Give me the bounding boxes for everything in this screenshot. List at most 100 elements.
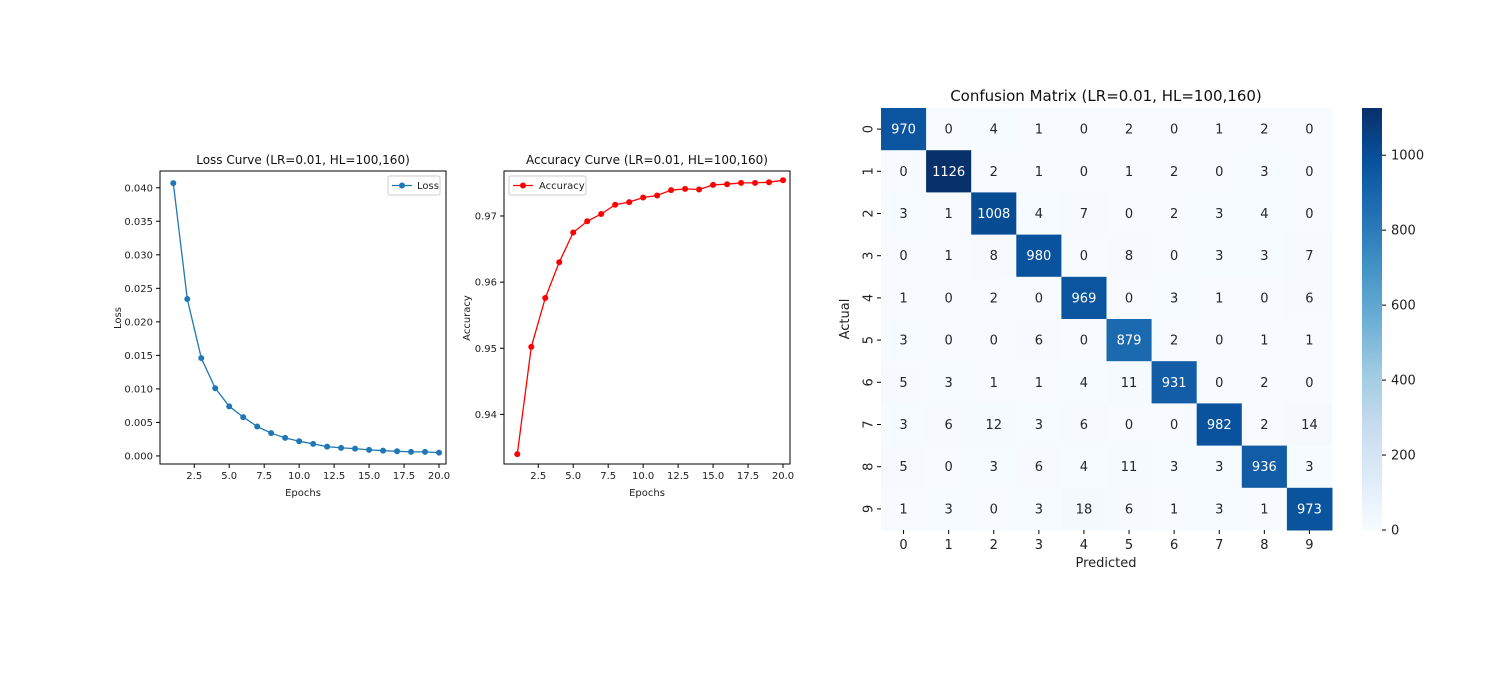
matrix-cell [1016, 319, 1062, 362]
matrix-cell-value: 0 [1305, 376, 1313, 391]
accuracy-data-point [626, 199, 633, 206]
matrix-cell-value: 6 [1305, 291, 1313, 306]
loss-chart-title: Loss Curve (LR=0.01, HL=100,160) [196, 153, 410, 167]
matrix-cell-value: 0 [899, 249, 907, 264]
accuracy-legend-label: Accuracy [539, 181, 585, 192]
matrix-cell-value: 1 [1215, 123, 1223, 138]
accuracy-data-point [528, 343, 535, 350]
matrix-cell [1106, 445, 1153, 489]
matrix-cell-value: 0 [1080, 249, 1088, 264]
matrix-cell-value: 2 [1125, 123, 1133, 138]
matrix-cell [881, 150, 927, 193]
matrix-cell-value: 1 [1260, 502, 1268, 517]
matrix-cell [881, 445, 927, 489]
matrix-cell-value: 973 [1297, 502, 1322, 517]
matrix-cell [1241, 108, 1288, 151]
matrix-cell [926, 361, 972, 404]
matrix-x-tick-label: 3 [1035, 538, 1043, 553]
matrix-cell-value: 3 [1170, 291, 1178, 306]
loss-x-tick-label: 12.5 [323, 471, 345, 482]
matrix-cell-value: 1 [899, 502, 907, 517]
accuracy-x-tick-label: 17.5 [737, 471, 759, 482]
matrix-cell-value: 1 [899, 291, 907, 306]
matrix-cell-value: 0 [1170, 249, 1178, 264]
confusion-matrix-x-axis-label: Predicted [1075, 556, 1136, 571]
matrix-cell [1106, 234, 1153, 278]
loss-data-point [226, 403, 233, 410]
matrix-cell-value: 18 [1076, 502, 1093, 517]
matrix-cell-value: 0 [1080, 123, 1088, 138]
matrix-cell-value: 0 [945, 123, 953, 138]
accuracy-chart-title: Accuracy Curve (LR=0.01, HL=100,160) [526, 153, 768, 167]
matrix-cell-value: 7 [1305, 249, 1313, 264]
matrix-cell-value: 0 [1170, 418, 1178, 433]
matrix-cell [1241, 276, 1288, 320]
loss-data-point [296, 438, 303, 445]
matrix-cell [1151, 150, 1198, 193]
matrix-cell-value: 1 [990, 376, 998, 391]
matrix-x-tick-label: 7 [1215, 538, 1223, 553]
loss-x-tick-label: 20.0 [428, 471, 450, 482]
loss-data-point [254, 423, 261, 430]
matrix-cell [1286, 108, 1333, 151]
matrix-cell-value: 879 [1117, 334, 1142, 349]
matrix-cell-value: 2 [1260, 376, 1268, 391]
accuracy-series-line [516, 179, 784, 455]
matrix-cell-value: 0 [1125, 207, 1133, 222]
loss-x-axis-label: Epochs [285, 488, 321, 499]
matrix-x-tick-label: 5 [1125, 538, 1133, 553]
matrix-cell-value: 3 [1035, 502, 1043, 517]
loss-data-point [170, 180, 177, 187]
accuracy-x-tick-label: 20.0 [772, 471, 794, 482]
matrix-cell [926, 445, 972, 489]
matrix-cell [881, 403, 927, 447]
loss-y-tick-label: 0.015 [124, 351, 153, 362]
matrix-cell-value: 0 [1215, 334, 1223, 349]
matrix-cell-value: 8 [990, 249, 998, 264]
accuracy-data-point [738, 179, 745, 186]
matrix-cell-value: 14 [1301, 418, 1318, 433]
matrix-cell [1061, 445, 1107, 489]
matrix-cell [1286, 403, 1333, 447]
accuracy-legend-marker [520, 182, 526, 189]
matrix-cell [1241, 319, 1288, 362]
matrix-cell [1106, 108, 1153, 151]
matrix-cell-value: 2 [1260, 418, 1268, 433]
loss-series-line [172, 183, 440, 454]
matrix-cell [881, 361, 927, 404]
loss-x-tick-label: 10.0 [288, 471, 310, 482]
matrix-cell [1196, 445, 1243, 489]
matrix-cell-value: 3 [1260, 249, 1268, 264]
matrix-y-tick-label: 5 [862, 336, 877, 344]
matrix-cell [1106, 403, 1153, 447]
matrix-cell [1061, 108, 1107, 151]
matrix-y-tick-label: 7 [862, 420, 877, 428]
matrix-x-tick-label: 0 [899, 538, 907, 553]
matrix-cell [1151, 403, 1198, 447]
matrix-cell-value: 6 [1125, 502, 1133, 517]
matrix-x-tick-label: 2 [990, 538, 998, 553]
matrix-cell-value: 6 [1035, 460, 1043, 475]
loss-x-tick-label: 7.5 [256, 471, 272, 482]
matrix-cell-value: 2 [1170, 165, 1178, 180]
accuracy-data-point [682, 185, 689, 192]
matrix-cell-value: 0 [990, 502, 998, 517]
accuracy-data-point [654, 192, 661, 199]
matrix-y-tick-label: 0 [862, 125, 877, 133]
matrix-cell-value: 0 [1305, 207, 1313, 222]
accuracy-data-point [598, 210, 605, 217]
confusion-matrix-title: Confusion Matrix (LR=0.01, HL=100,160) [950, 87, 1262, 105]
matrix-cell-value: 0 [1170, 123, 1178, 138]
matrix-cell [971, 403, 1017, 447]
matrix-cell-value: 3 [990, 460, 998, 475]
matrix-cell-value: 1 [1035, 376, 1043, 391]
matrix-cell [1196, 487, 1243, 531]
matrix-cell [1061, 150, 1107, 193]
matrix-cell-value: 6 [945, 418, 953, 433]
loss-data-point [324, 443, 331, 450]
loss-y-tick-label: 0.000 [124, 451, 153, 462]
matrix-cell [1151, 487, 1198, 531]
matrix-cell-value: 1008 [977, 207, 1010, 222]
matrix-cell-value: 0 [1080, 165, 1088, 180]
matrix-cell-value: 3 [945, 376, 953, 391]
